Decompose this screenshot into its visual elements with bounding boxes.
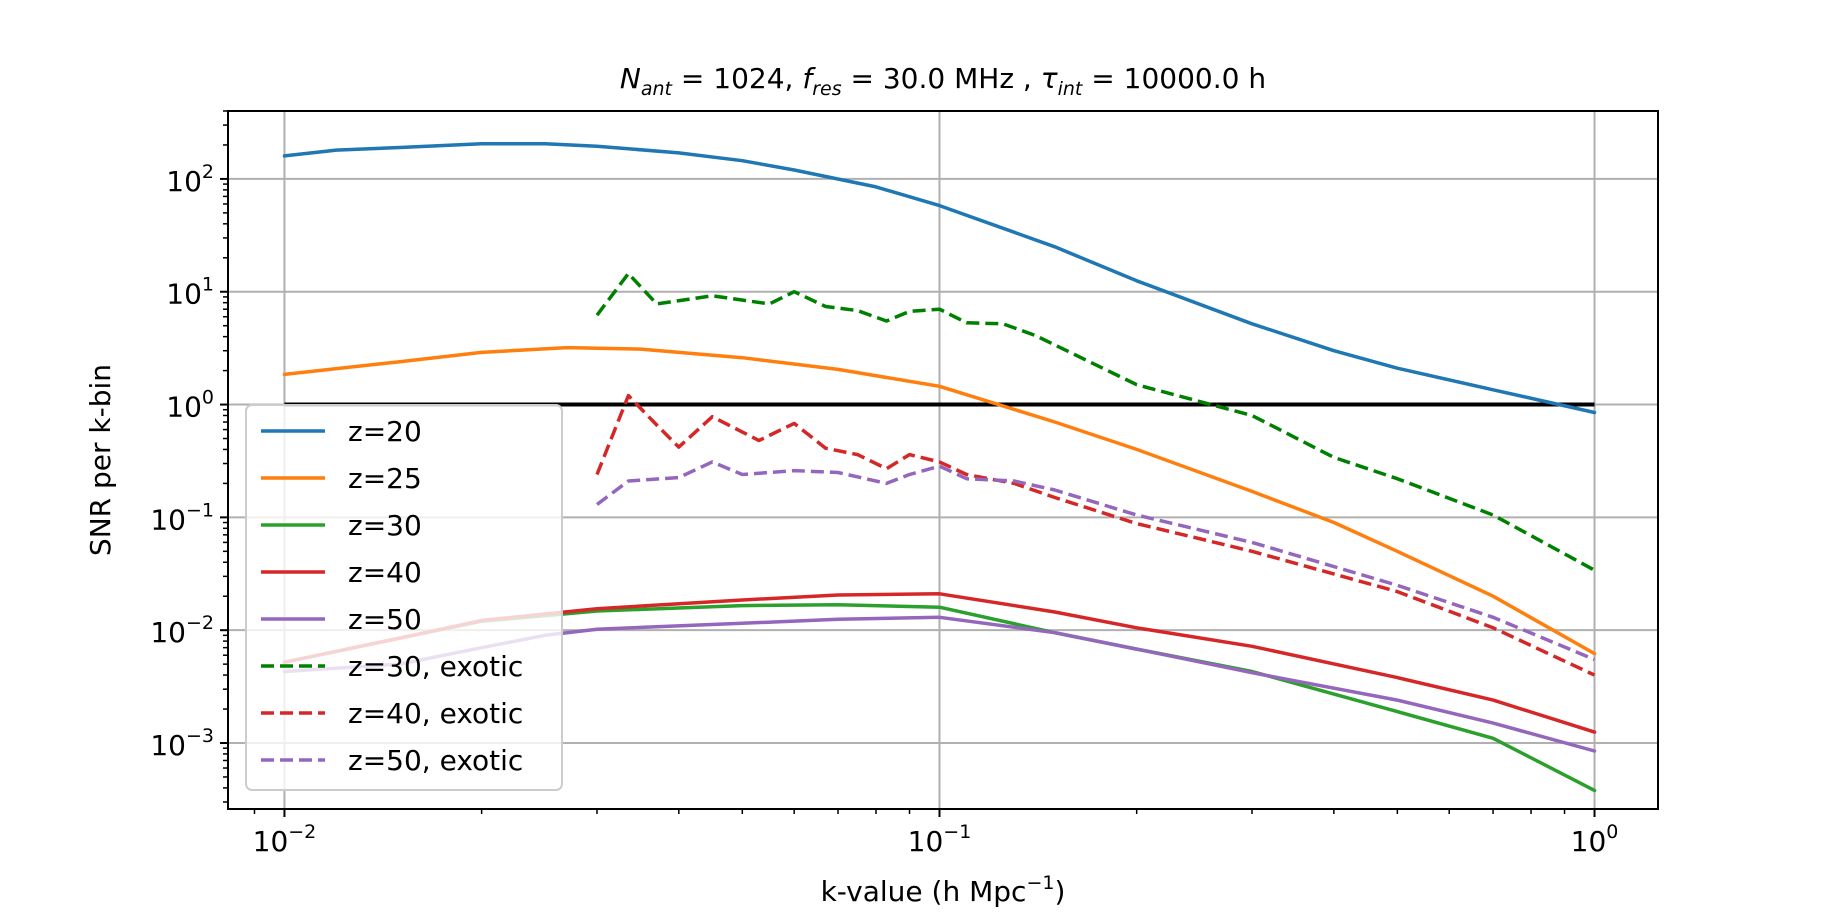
series-line-z-25: [282, 345, 1597, 656]
tick-labels: 10−2 10−1 100 10−3 10−2 10−1 100 101 102: [150, 161, 1618, 858]
legend-label: z=20: [348, 415, 422, 448]
x-tick-label: 10−1: [908, 821, 972, 858]
legend-label: z=40, exotic: [348, 697, 523, 730]
series-line-z-20: [282, 142, 1597, 415]
legend: z=20 z=25 z=30 z=40 z=50 z=30, exotic z=40, ex…: [245, 404, 563, 791]
y-axis-label: SNR per k-bin: [84, 364, 117, 556]
series-line-z-40-exotic: [595, 393, 1596, 677]
y-tick-label: 10−3: [150, 725, 214, 762]
legend-label: z=40: [348, 556, 422, 589]
x-tick-label: 10−2: [253, 821, 317, 858]
legend-label: z=50: [348, 603, 422, 636]
y-tick-label: 10−2: [150, 612, 214, 649]
legend-label: z=25: [348, 462, 422, 495]
legend-label: z=50, exotic: [348, 744, 523, 777]
y-tick-label: 101: [166, 274, 214, 311]
series-line-z-30-exotic: [595, 271, 1596, 572]
series-line-z-50-exotic: [595, 460, 1596, 662]
ticks: [220, 110, 1596, 817]
legend-label: z=30, exotic: [348, 650, 523, 683]
legend-label: z=30: [348, 509, 422, 542]
x-axis-label: k-value (h Mpc−1): [821, 872, 1066, 908]
legend-box: [245, 404, 563, 791]
plot-frame: [227, 110, 1659, 810]
y-tick-label: 102: [166, 161, 214, 198]
y-tick-label: 100: [166, 387, 214, 424]
y-tick-label: 10−1: [150, 499, 214, 536]
chart-title: Nant = 1024, fres = 30.0 MHz , τint = 10…: [620, 62, 1266, 100]
x-tick-label: 100: [1571, 821, 1619, 858]
